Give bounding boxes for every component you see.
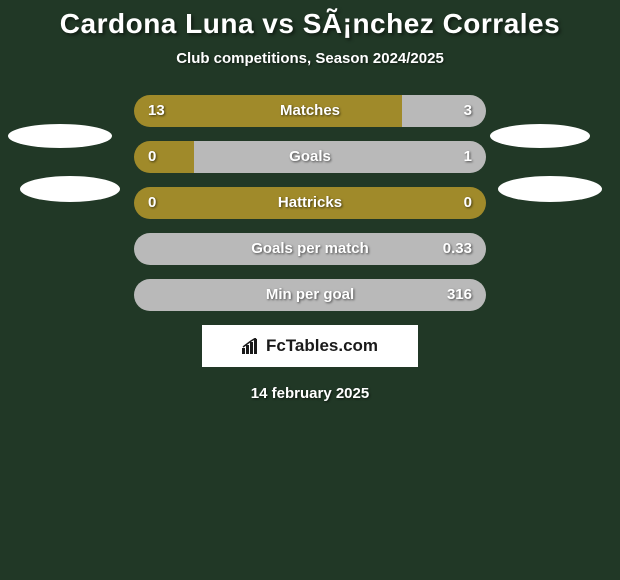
stat-value-left: 0	[148, 187, 156, 219]
stat-value-right: 1	[464, 141, 472, 173]
comparison-title: Cardona Luna vs SÃ¡nchez Corrales	[0, 8, 620, 40]
chart-icon	[242, 338, 262, 354]
stat-label: Matches	[134, 95, 486, 127]
logo-text: FcTables.com	[266, 336, 378, 356]
date-text: 14 february 2025	[0, 385, 620, 402]
stat-row: Goals0 1	[134, 141, 486, 173]
stat-row: Hattricks0 0	[134, 187, 486, 219]
stat-row: Min per goal316	[134, 279, 486, 311]
stat-value-right: 0.33	[443, 233, 472, 265]
stat-value-left: 13	[148, 95, 165, 127]
stat-value-right: 0	[464, 187, 472, 219]
stat-label: Hattricks	[134, 187, 486, 219]
placeholder-ellipse	[498, 176, 602, 202]
stat-value-left: 0	[148, 141, 156, 173]
stat-label: Min per goal	[134, 279, 486, 311]
stat-label: Goals per match	[134, 233, 486, 265]
stat-value-right: 3	[464, 95, 472, 127]
stat-row: Matches13 3	[134, 95, 486, 127]
stat-value-right: 316	[447, 279, 472, 311]
site-logo-badge: FcTables.com	[202, 325, 418, 367]
stat-label: Goals	[134, 141, 486, 173]
stat-row: Goals per match0.33	[134, 233, 486, 265]
placeholder-ellipse	[8, 124, 112, 148]
comparison-subtitle: Club competitions, Season 2024/2025	[0, 50, 620, 67]
placeholder-ellipse	[20, 176, 120, 202]
placeholder-ellipse	[490, 124, 590, 148]
